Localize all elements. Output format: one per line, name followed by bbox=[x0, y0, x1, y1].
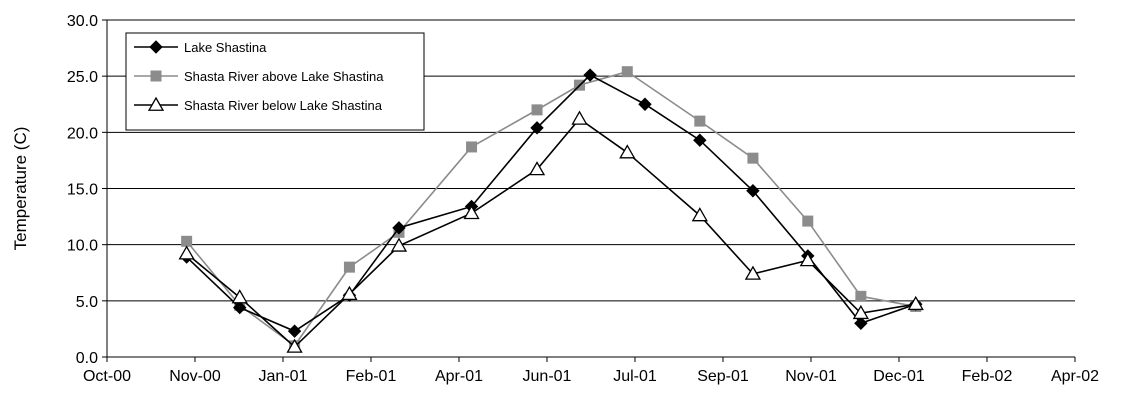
data-point-square bbox=[466, 141, 478, 153]
data-point-diamond bbox=[392, 221, 406, 235]
data-point-triangle bbox=[463, 204, 480, 220]
y-tick-label: 10.0 bbox=[67, 238, 98, 255]
data-point-triangle bbox=[799, 252, 816, 267]
x-tick-label: Jun-01 bbox=[523, 368, 572, 385]
data-point-diamond bbox=[693, 133, 707, 147]
data-point-triangle bbox=[691, 207, 708, 222]
x-tick-label: Feb-02 bbox=[962, 368, 1013, 385]
data-point-square bbox=[150, 70, 162, 82]
series-line bbox=[186, 74, 916, 333]
data-point-diamond bbox=[854, 316, 868, 331]
data-point-triangle bbox=[907, 295, 924, 311]
data-point-diamond bbox=[287, 324, 302, 338]
y-tick-label: 20.0 bbox=[67, 125, 98, 142]
legend: Lake Shastina Shasta River above Lake Sha… bbox=[125, 32, 425, 131]
data-point-triangle bbox=[528, 161, 546, 176]
data-point-diamond bbox=[530, 121, 544, 135]
data-point-triangle bbox=[571, 110, 588, 125]
data-point-diamond bbox=[746, 184, 760, 198]
data-point-square bbox=[343, 261, 355, 273]
legend-box bbox=[125, 32, 425, 131]
data-point-square bbox=[802, 215, 814, 227]
y-tick-label: 25.0 bbox=[67, 69, 98, 86]
x-tick-label: Dec-01 bbox=[873, 368, 925, 385]
data-point-square bbox=[694, 115, 706, 127]
x-axis-ticks: Oct-00 Nov-00 Jan-01 Feb-01 Apr-01 Jun-01 Jul-… bbox=[83, 357, 1099, 385]
y-axis-ticks: 0.0 5.0 10.0 15.0 20.0 25.0 30.0 bbox=[67, 13, 107, 367]
legend-label: Lake Shastina bbox=[184, 40, 267, 55]
data-point-triangle bbox=[178, 245, 195, 260]
data-point-triangle bbox=[390, 237, 408, 252]
y-tick-label: 30.0 bbox=[67, 13, 98, 30]
series-line bbox=[186, 117, 916, 348]
data-point-square bbox=[531, 104, 543, 116]
data-point-triangle bbox=[341, 285, 358, 300]
x-tick-label: Nov-00 bbox=[169, 368, 221, 385]
data-point-diamond bbox=[583, 68, 597, 82]
data-point-diamond bbox=[638, 97, 652, 111]
series-line bbox=[186, 70, 916, 347]
data-point-square bbox=[181, 235, 193, 247]
y-tick-label: 0.0 bbox=[76, 350, 98, 367]
data-point-diamond bbox=[149, 40, 163, 54]
data-point-triangle bbox=[286, 338, 303, 353]
x-tick-label: Nov-01 bbox=[785, 368, 837, 385]
data-point-diamond bbox=[233, 300, 247, 315]
y-tick-label: 15.0 bbox=[67, 182, 98, 199]
legend-label: Shasta River above Lake Shastina bbox=[184, 69, 384, 84]
x-tick-label: Oct-00 bbox=[83, 368, 131, 385]
y-axis-title: Temperature (C) bbox=[11, 127, 30, 251]
data-point-square bbox=[855, 290, 867, 302]
data-point-triangle bbox=[231, 289, 248, 304]
y-tick-label: 5.0 bbox=[76, 294, 98, 311]
x-tick-label: Jan-01 bbox=[259, 368, 308, 385]
x-tick-label: Apr-01 bbox=[435, 368, 483, 385]
x-tick-label: Sep-01 bbox=[697, 368, 749, 385]
series-2 bbox=[178, 110, 924, 353]
data-point-triangle bbox=[852, 304, 869, 320]
data-point-triangle bbox=[147, 96, 165, 111]
data-point-square bbox=[747, 152, 759, 164]
legend-label: Shasta River below Lake Shastina bbox=[184, 98, 383, 113]
series-group bbox=[178, 66, 924, 353]
data-point-triangle bbox=[744, 265, 762, 280]
x-tick-label: Apr-02 bbox=[1051, 368, 1099, 385]
data-point-square bbox=[621, 66, 633, 78]
data-point-triangle bbox=[619, 144, 636, 159]
x-tick-label: Jul-01 bbox=[613, 368, 657, 385]
x-tick-label: Feb-01 bbox=[346, 368, 397, 385]
